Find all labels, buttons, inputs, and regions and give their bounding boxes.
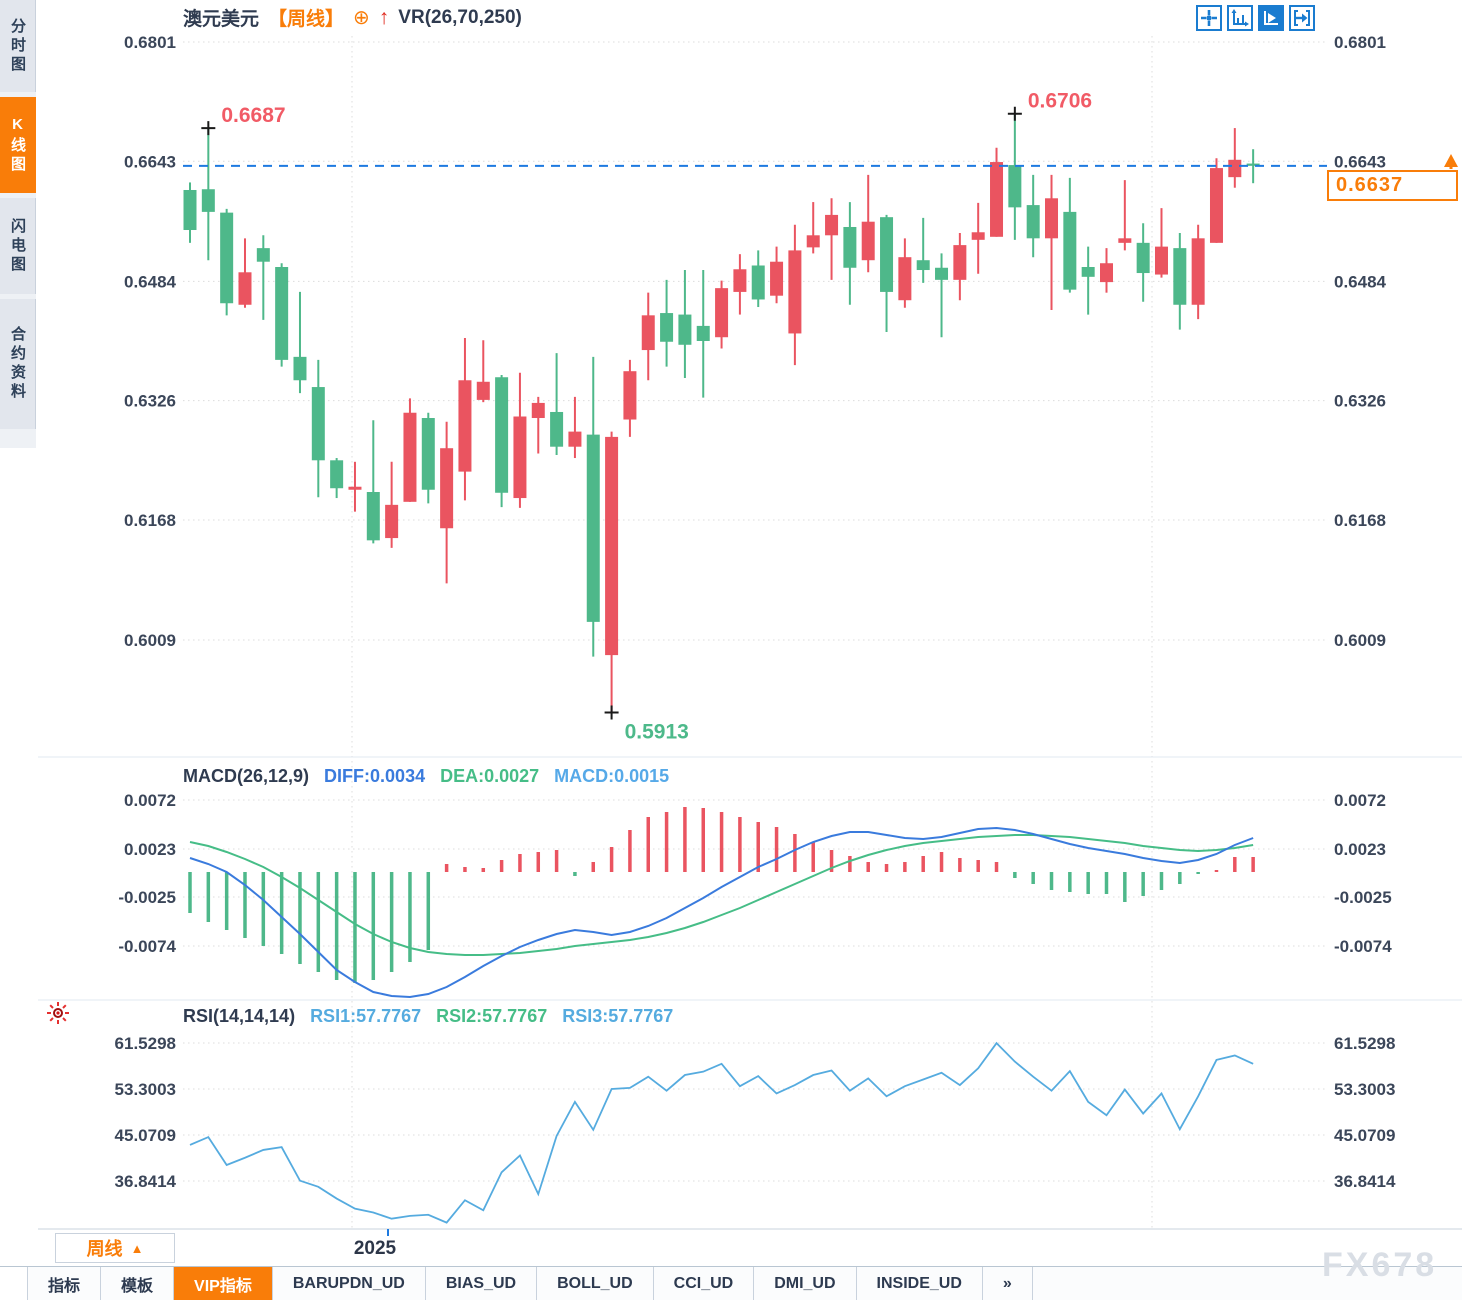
symbol-name: 澳元美元	[183, 9, 260, 30]
svg-text:0.6801: 0.6801	[124, 33, 176, 52]
rsi-grid-and-axes: 61.5298 61.5298 53.3003 53.3003 45.0709 45.07…	[115, 1034, 1396, 1191]
period-up-triangle-icon: ▲	[130, 1240, 144, 1256]
tab-7[interactable]: CCI_UD	[654, 1267, 755, 1300]
price-annotations: 0.6687 0.6706 0.5913	[201, 90, 1092, 743]
tab-8[interactable]: DMI_UD	[754, 1267, 857, 1300]
tab-1[interactable]: 指标	[28, 1267, 102, 1300]
tab-3[interactable]: VIP指标	[174, 1267, 273, 1300]
svg-text:0.5913: 0.5913	[625, 720, 689, 743]
indicator-alert-icon[interactable]	[46, 1001, 70, 1030]
tab-10[interactable]: »	[983, 1267, 1033, 1300]
period-label: 周线	[86, 1239, 123, 1259]
svg-text:61.5298: 61.5298	[1334, 1034, 1395, 1053]
macd-grid-and-axes: 0.0072 0.0072 0.0023 0.0023 -0.0025 -0.0025 -0…	[118, 791, 1392, 956]
period-tag[interactable]: 【周线】	[268, 9, 345, 30]
macd-diff	[189, 826, 1254, 999]
chart-toolbar	[1196, 5, 1315, 31]
sidebar-item-2[interactable]: K线图	[0, 97, 36, 193]
svg-text:0.6484: 0.6484	[124, 272, 177, 291]
svg-text:-0.0025: -0.0025	[118, 888, 176, 907]
main-grid-and-axes: 0.6801 0.6801 0.6643 0.6643 0.6484 0.6484 0.63…	[124, 33, 1387, 650]
svg-text:36.8414: 36.8414	[115, 1172, 177, 1191]
macd-pane-header: MACD(26,12,9) DIFF:0.0034 DEA:0.0027 MAC…	[183, 766, 669, 787]
svg-text:0.0072: 0.0072	[124, 791, 176, 810]
pane-separators	[38, 756, 1462, 1236]
sidebar-item-4[interactable]: 合约资料	[0, 299, 36, 429]
svg-text:45.0709: 45.0709	[1334, 1126, 1395, 1145]
svg-text:-0.0074: -0.0074	[118, 937, 176, 956]
svg-text:-0.0074: -0.0074	[1334, 937, 1392, 956]
svg-text:0.6009: 0.6009	[1334, 631, 1386, 650]
rsi2-value: RSI2:57.7767	[436, 1006, 548, 1026]
rsi3-value: RSI3:57.7767	[562, 1006, 674, 1026]
svg-text:0.6168: 0.6168	[124, 511, 176, 530]
tab-4[interactable]: BARUPDN_UD	[273, 1267, 426, 1300]
period-selector-button[interactable]: 周线 ▲	[55, 1233, 175, 1263]
x-axis-year-label: 2025	[354, 1238, 397, 1259]
axis-scale-icon[interactable]	[1227, 5, 1253, 31]
jump-latest-icon[interactable]	[1289, 5, 1315, 31]
macd-title[interactable]: MACD(26,12,9)	[183, 766, 310, 786]
macd-dea-value: DEA:0.0027	[440, 766, 540, 786]
svg-text:0.6009: 0.6009	[124, 631, 176, 650]
svg-text:45.0709: 45.0709	[115, 1126, 176, 1145]
svg-text:0.0023: 0.0023	[1334, 840, 1386, 859]
chart-header: 澳元美元 【周线】 ⊕ ↑ VR(26,70,250)	[183, 4, 522, 31]
target-icon[interactable]: ⊕	[353, 6, 370, 29]
tab-2[interactable]: 模板	[101, 1267, 175, 1300]
macd-histogram	[188, 807, 1255, 983]
svg-text:36.8414: 36.8414	[1334, 1172, 1396, 1191]
tab-9[interactable]: INSIDE_UD	[857, 1267, 983, 1300]
rsi-pane-header: RSI(14,14,14) RSI1:57.7767 RSI2:57.7767 …	[183, 1006, 673, 1027]
rsi-series	[189, 1041, 1254, 1224]
svg-text:-0.0025: -0.0025	[1334, 888, 1392, 907]
alert-axis-marker	[1444, 154, 1458, 169]
macd-diff-value: DIFF:0.0034	[324, 766, 426, 786]
rsi1-value: RSI1:57.7767	[310, 1006, 422, 1026]
rsi-line	[189, 1041, 1254, 1224]
svg-text:0.6801: 0.6801	[1334, 33, 1386, 52]
axis-play-icon[interactable]	[1258, 5, 1284, 31]
sidebar-item-1[interactable]: 分时图	[0, 0, 36, 92]
svg-text:0.0023: 0.0023	[124, 840, 176, 859]
svg-text:0.6687: 0.6687	[221, 104, 285, 127]
up-arrow-icon: ↑	[378, 6, 390, 29]
svg-text:0.6706: 0.6706	[1028, 90, 1092, 113]
svg-text:0.6484: 0.6484	[1334, 272, 1387, 291]
vr-indicator-label[interactable]: VR(26,70,250)	[398, 6, 522, 28]
svg-text:0.6326: 0.6326	[1334, 392, 1386, 411]
svg-text:53.3003: 53.3003	[115, 1080, 176, 1099]
svg-text:0.6326: 0.6326	[124, 392, 176, 411]
tab-6[interactable]: BOLL_UD	[537, 1267, 654, 1300]
svg-text:61.5298: 61.5298	[115, 1034, 176, 1053]
last-price-box: 0.6637	[1327, 170, 1458, 201]
pan-crosshair-icon[interactable]	[1196, 5, 1222, 31]
macd-dea-line	[189, 834, 1254, 956]
macd-diff-line	[189, 826, 1254, 999]
left-sidebar: 分时图 K线图闪电图合约资料	[0, 0, 36, 448]
tabbar-corner	[0, 1267, 28, 1300]
svg-text:0.6643: 0.6643	[1334, 152, 1386, 171]
svg-text:53.3003: 53.3003	[1334, 1080, 1395, 1099]
macd-dea	[189, 834, 1254, 956]
macd-hist-value: MACD:0.0015	[554, 766, 670, 786]
tab-5[interactable]: BIAS_UD	[426, 1267, 538, 1300]
fx678-watermark: FX678	[1322, 1246, 1438, 1284]
indicator-tabbar: 指标 模板 VIP指标 BARUPDN_UD BIAS_UD BOLL_UD CCI_UD D…	[0, 1266, 1462, 1300]
rsi-title[interactable]: RSI(14,14,14)	[183, 1006, 296, 1026]
candlestick-series	[183, 113, 1260, 713]
svg-text:0.0072: 0.0072	[1334, 791, 1386, 810]
svg-text:0.6643: 0.6643	[124, 152, 176, 171]
sidebar-item-3[interactable]: 闪电图	[0, 198, 36, 294]
svg-text:0.6168: 0.6168	[1334, 511, 1386, 530]
vertical-gridlines	[351, 36, 1153, 1228]
x-axis-labels: 2025	[354, 1238, 397, 1259]
